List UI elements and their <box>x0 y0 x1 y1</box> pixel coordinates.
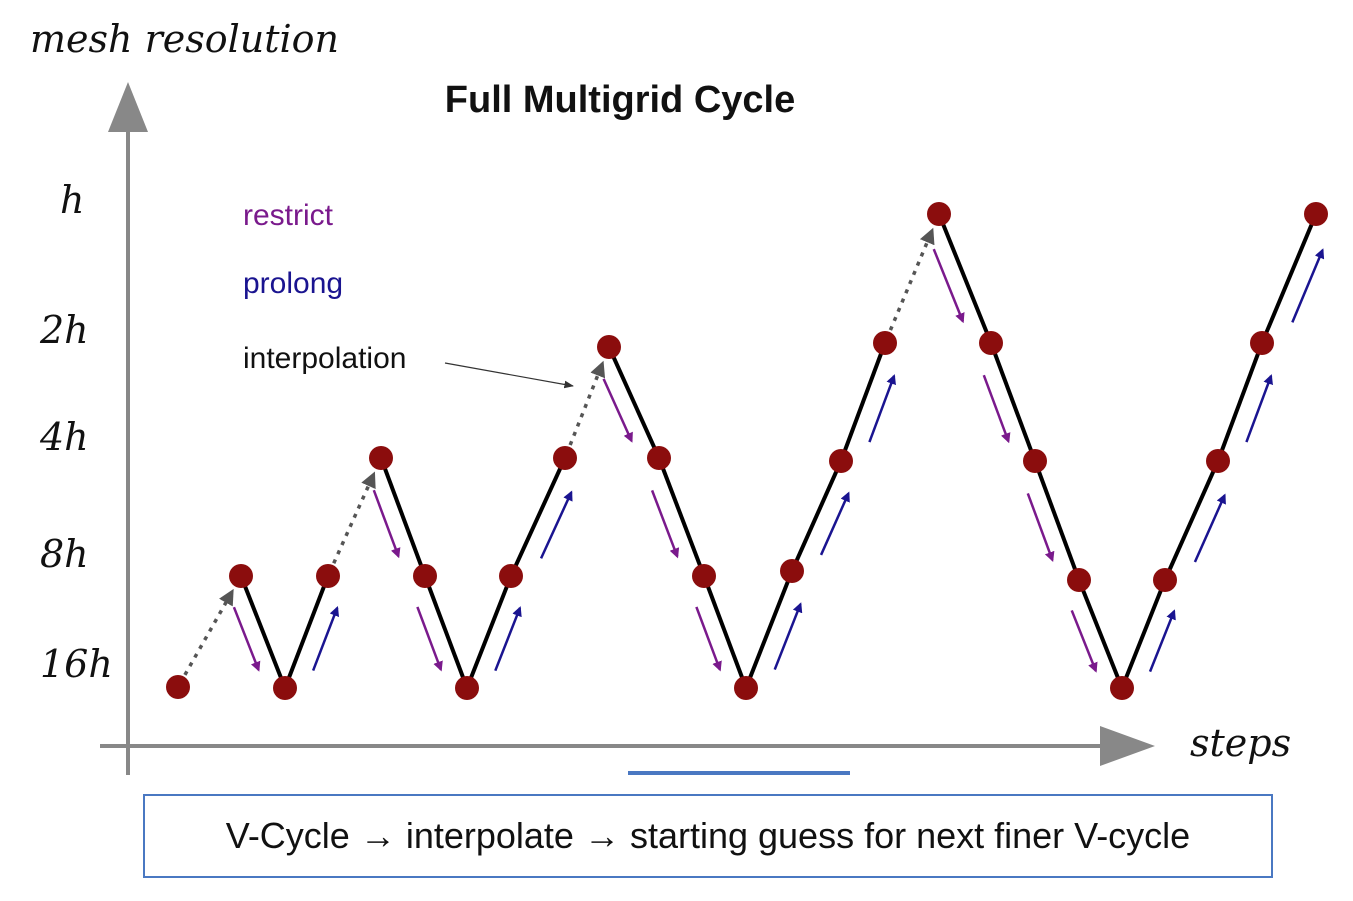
restrict-segment <box>657 457 706 577</box>
prolong-arrow <box>868 374 896 443</box>
grid-node <box>273 676 297 700</box>
interpolation-arrow <box>332 471 376 564</box>
restrict-arrow <box>602 378 633 443</box>
prolong-arrow <box>311 605 340 671</box>
y-axis-label: mesh resolution <box>30 17 339 61</box>
prolong-segment <box>790 460 843 572</box>
interpolation-arrow <box>568 360 606 446</box>
restrict-segment <box>702 575 748 689</box>
restrict-segment <box>937 213 993 344</box>
legend: restrict prolong interpolation <box>243 199 574 389</box>
interpolation-arrow <box>888 227 935 331</box>
x-axis-label: steps <box>1190 721 1291 765</box>
restrict-arrow <box>650 489 680 559</box>
grid-node <box>553 446 577 470</box>
restrict-arrow <box>932 248 965 324</box>
grid-node <box>829 449 853 473</box>
restrict-segment <box>379 457 427 577</box>
grid-node <box>1023 449 1047 473</box>
grid-node <box>1304 202 1328 226</box>
grid-node <box>1250 331 1274 355</box>
grid-node <box>369 446 393 470</box>
grid-node <box>455 676 479 700</box>
prolong-segment <box>1216 342 1264 462</box>
grid-node <box>1110 676 1134 700</box>
prolong-arrow <box>1148 609 1176 673</box>
prolong-segment <box>839 342 887 462</box>
grid-node <box>734 676 758 700</box>
prolong-arrow <box>773 602 803 671</box>
grid-node <box>979 331 1003 355</box>
restrict-arrow <box>232 606 261 672</box>
grid-node <box>873 331 897 355</box>
restrict-segment <box>239 575 287 689</box>
grid-node <box>780 559 804 583</box>
prolong-segment <box>1260 213 1318 344</box>
prolong-segment <box>465 575 513 689</box>
prolong-segment <box>509 457 567 577</box>
grid-node <box>413 564 437 588</box>
prolong-arrow <box>819 491 850 556</box>
level-label-8h: 8h <box>40 532 89 576</box>
restrict-arrow <box>1070 609 1098 673</box>
restrict-arrow <box>372 489 401 559</box>
grid-node <box>927 202 951 226</box>
grid-node <box>166 675 190 699</box>
grid-node <box>229 564 253 588</box>
restrict-arrow <box>695 606 722 672</box>
prolong-segment <box>1120 579 1167 689</box>
restrict-segment <box>989 342 1037 462</box>
direction-arrows <box>232 248 1325 673</box>
prolong-arrow <box>1291 248 1325 323</box>
prolong-segment <box>1163 460 1220 581</box>
x-axis <box>100 726 1155 766</box>
caption-text: V-Cycle → interpolate → starting guess f… <box>225 815 1191 856</box>
caption-box: V-Cycle → interpolate → starting guess f… <box>143 794 1273 878</box>
y-axis <box>108 82 148 775</box>
grid-node <box>597 335 621 359</box>
legend-interpolation: interpolation <box>243 342 406 375</box>
restrict-segment <box>1077 579 1124 689</box>
interpolation-pointer-arrow <box>444 362 574 389</box>
level-label-16h: 16h <box>40 642 113 686</box>
legend-prolong: prolong <box>243 267 343 300</box>
grid-node <box>316 564 340 588</box>
grid-node <box>692 564 716 588</box>
legend-restrict: restrict <box>243 199 334 232</box>
interpolation-arrow <box>183 588 234 676</box>
grid-node <box>499 564 523 588</box>
grid-node <box>1067 568 1091 592</box>
prolong-arrow <box>539 490 573 559</box>
restrict-segment <box>1033 460 1081 581</box>
grid-nodes <box>166 202 1328 700</box>
level-label-2h: 2h <box>39 308 89 352</box>
prolong-segment <box>744 570 794 689</box>
prolong-arrow <box>494 606 522 672</box>
grid-node <box>1206 449 1230 473</box>
restrict-arrow <box>416 606 443 672</box>
cycle-segments <box>183 213 1318 689</box>
restrict-arrow <box>1026 492 1055 562</box>
prolong-arrow <box>1245 374 1273 443</box>
restrict-segment <box>423 575 469 689</box>
level-labels: h 2h 4h 8h 16h <box>39 178 113 686</box>
restrict-arrow <box>982 374 1011 444</box>
prolong-segment <box>283 575 330 689</box>
chart-title: Full Multigrid Cycle <box>445 79 795 121</box>
grid-node <box>1153 568 1177 592</box>
restrict-segment <box>607 346 661 459</box>
level-label-4h: 4h <box>39 415 89 459</box>
prolong-arrow <box>1193 493 1226 563</box>
level-label-h: h <box>60 178 84 222</box>
grid-node <box>647 446 671 470</box>
